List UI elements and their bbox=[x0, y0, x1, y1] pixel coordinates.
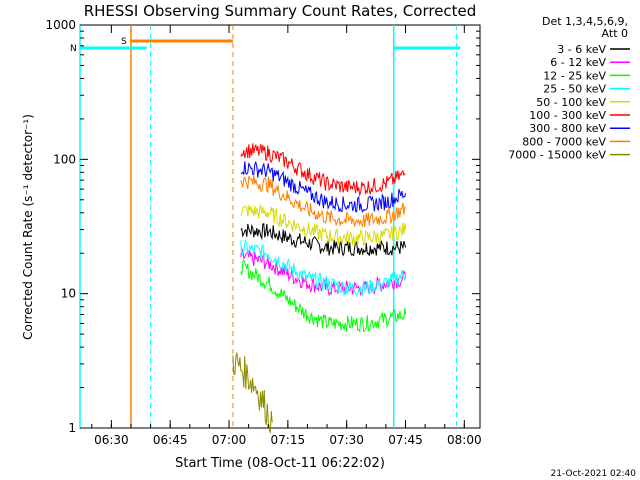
y-tick-label: 100 bbox=[53, 152, 76, 166]
x-tick-label: 08:00 bbox=[447, 433, 482, 447]
series-group bbox=[232, 143, 406, 434]
legend-label: 300 - 800 keV bbox=[529, 122, 606, 135]
x-tick-label: 07:30 bbox=[329, 433, 364, 447]
timestamp: 21-Oct-2021 02:40 bbox=[551, 469, 637, 479]
flag-label: N bbox=[70, 44, 77, 54]
legend-label: 7000 - 15000 keV bbox=[508, 149, 606, 162]
y-tick-label: 10 bbox=[61, 287, 76, 301]
legend-label: 25 - 50 keV bbox=[543, 83, 606, 96]
marker-group: SN bbox=[70, 25, 461, 428]
legend-header: Det 1,3,4,5,6,9, bbox=[542, 15, 628, 28]
y-axis-label: Corrected Count Rate (s⁻¹ detector⁻¹) bbox=[21, 114, 35, 340]
x-tick-label: 06:30 bbox=[94, 433, 129, 447]
y-tick-label: 1000 bbox=[45, 18, 76, 32]
series-line bbox=[240, 160, 406, 214]
legend-label: 6 - 12 keV bbox=[550, 56, 606, 69]
series-line bbox=[240, 143, 406, 198]
x-tick-label: 07:00 bbox=[212, 433, 247, 447]
x-axis-label: Start Time (08-Oct-11 06:22:02) bbox=[175, 456, 385, 471]
legend-label: 800 - 7000 keV bbox=[522, 135, 606, 148]
series-line bbox=[232, 352, 273, 434]
legend-label: 100 - 300 keV bbox=[529, 109, 606, 122]
legend-label: 12 - 25 keV bbox=[543, 69, 606, 82]
series-line bbox=[240, 174, 406, 229]
x-tick-label: 06:45 bbox=[153, 433, 188, 447]
legend-label: 3 - 6 keV bbox=[557, 43, 606, 56]
chart-title: RHESSI Observing Summary Count Rates, Co… bbox=[84, 2, 477, 20]
series-line bbox=[240, 222, 406, 257]
x-tick-label: 07:15 bbox=[271, 433, 306, 447]
series-line bbox=[240, 258, 406, 334]
legend-label: 50 - 100 keV bbox=[536, 96, 606, 109]
legend-header: Att 0 bbox=[602, 27, 628, 40]
flag-label: S bbox=[121, 37, 127, 47]
series-line bbox=[240, 247, 406, 297]
plot-frame bbox=[79, 24, 481, 429]
series-line bbox=[240, 239, 406, 297]
axes-group: 06:30 06:45 07:00 07:15 07:30 07:45 08:00 1 10 10… bbox=[45, 18, 481, 447]
series-line bbox=[240, 203, 406, 246]
x-tick-label: 07:45 bbox=[388, 433, 423, 447]
y-tick-label: 1 bbox=[68, 421, 76, 435]
